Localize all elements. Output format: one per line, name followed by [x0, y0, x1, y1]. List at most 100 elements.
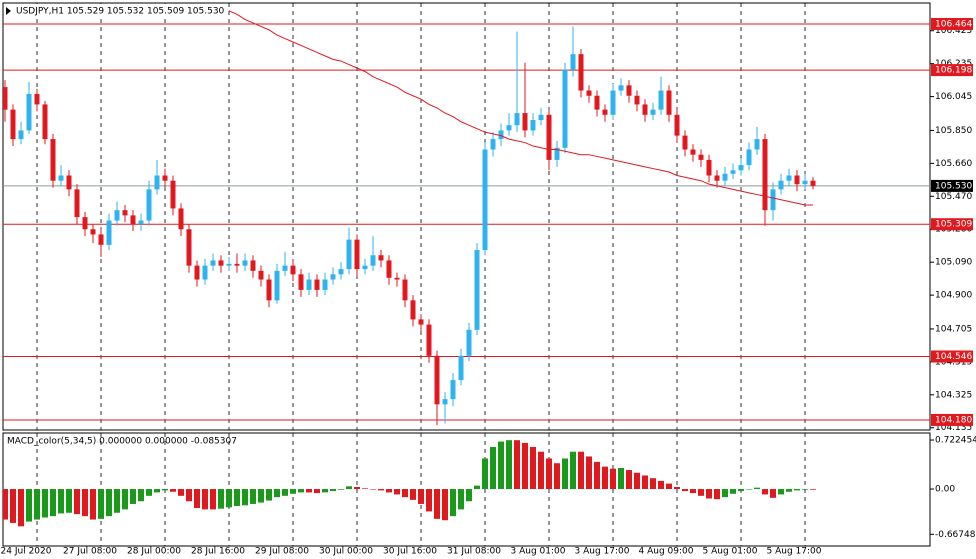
macd-bar: [154, 489, 160, 493]
macd-bar: [378, 489, 384, 491]
macd-bar: [474, 485, 480, 490]
macd-bar: [346, 486, 352, 490]
candle-body: [314, 279, 320, 290]
y-tick-label: 105.660: [935, 159, 972, 169]
macd-bar: [666, 483, 672, 490]
y-tick-label: 105.850: [935, 126, 972, 136]
macd-bar: [314, 489, 320, 494]
candle-body: [778, 180, 784, 190]
macd-bar: [210, 489, 216, 510]
macd-bar: [162, 489, 168, 491]
macd-bar: [90, 489, 96, 520]
macd-bar: [34, 489, 40, 520]
macd-bar: [450, 489, 456, 517]
candle-body: [642, 104, 648, 115]
macd-bar: [146, 489, 152, 496]
level-label: 106.198: [935, 66, 972, 76]
macd-plot: [3, 433, 816, 546]
price-panel: [2, 2, 931, 431]
macd-title: MACD_color(5,34,5) 0.000000 0.000000 -0.…: [7, 437, 237, 447]
candle-body: [378, 255, 384, 261]
candle-body: [82, 217, 88, 230]
macd-bar: [618, 467, 624, 490]
candle-body: [682, 135, 688, 150]
macd-bar: [634, 472, 640, 490]
macd-bar: [114, 489, 120, 513]
macd-bar: [794, 489, 800, 491]
macd-bar: [226, 489, 232, 508]
candle-body: [154, 175, 160, 190]
macd-bar: [498, 441, 504, 490]
macd-bar: [66, 489, 72, 513]
candle-body: [58, 175, 64, 181]
macd-bar: [178, 489, 184, 496]
macd-bar: [330, 489, 336, 492]
macd-bar: [122, 489, 128, 510]
candle-body: [434, 355, 440, 405]
candle-body: [490, 139, 496, 150]
candle-body: [570, 54, 576, 70]
macd-bar: [738, 489, 744, 492]
candle-body: [26, 94, 32, 131]
macd-bar: [402, 489, 408, 498]
macd-bar: [538, 451, 544, 490]
macd-bar: [362, 488, 368, 490]
macd-bar: [610, 468, 616, 490]
candle-body: [442, 399, 448, 405]
y-tick-label: 104.135: [935, 423, 972, 433]
candle-body: [194, 265, 200, 280]
macd-bar: [194, 489, 200, 509]
candle-body: [674, 114, 680, 136]
candle-body: [530, 120, 536, 131]
macd-bar: [706, 489, 712, 499]
macd-bar: [138, 489, 144, 502]
macd-bar: [58, 489, 64, 514]
x-tick-label: 30 Jul 16:00: [383, 547, 437, 557]
price-label: 105.530: [935, 181, 972, 191]
x-tick-label: 27 Jul 08:00: [63, 547, 117, 557]
macd-bar: [42, 489, 48, 518]
macd-bar: [778, 489, 784, 495]
macd-bar: [746, 489, 752, 490]
candle-body: [146, 189, 152, 221]
candle-body: [714, 175, 720, 181]
macd-bar: [482, 458, 488, 490]
candle-body: [98, 234, 104, 245]
axes: 24 Jul 2020 27 Jul 08:00 28 Jul 00:00 28 Ju…: [1, 17, 976, 557]
candle-body: [762, 139, 768, 211]
macd-bar: [658, 480, 664, 490]
candle-body: [3, 87, 8, 110]
candle-body: [210, 260, 216, 266]
candle-body: [306, 279, 312, 290]
x-tick-label: 3 Aug 17:00: [575, 547, 630, 557]
macd-bar: [682, 489, 688, 492]
macd-bar: [186, 489, 192, 502]
candle-body: [426, 324, 432, 356]
candle-body: [706, 159, 712, 176]
candle-body: [618, 85, 624, 91]
macd-bar: [698, 489, 704, 496]
candle-body: [186, 229, 192, 266]
macd-bar: [506, 440, 512, 490]
x-tick-label: 5 Aug 01:00: [703, 547, 758, 557]
candle-body: [282, 265, 288, 271]
macd-bar: [258, 489, 264, 503]
candle-body: [354, 239, 360, 270]
y-tick-label: 104.705: [935, 324, 972, 334]
candle-body: [810, 180, 816, 186]
macd-bar: [466, 489, 472, 502]
candle-body: [594, 95, 600, 110]
level-label: 105.309: [935, 220, 972, 230]
candle-body: [698, 154, 704, 160]
macd-bar: [714, 489, 720, 500]
candle-body: [386, 260, 392, 278]
candle-body: [730, 170, 736, 174]
title-arrow: [6, 7, 11, 15]
macd-bar: [274, 489, 280, 498]
candle-body: [34, 94, 40, 105]
macd-bar: [562, 458, 568, 490]
macd-bar: [458, 489, 464, 510]
macd-bar: [722, 489, 728, 498]
candle-body: [178, 208, 184, 230]
candle-body: [18, 130, 24, 140]
